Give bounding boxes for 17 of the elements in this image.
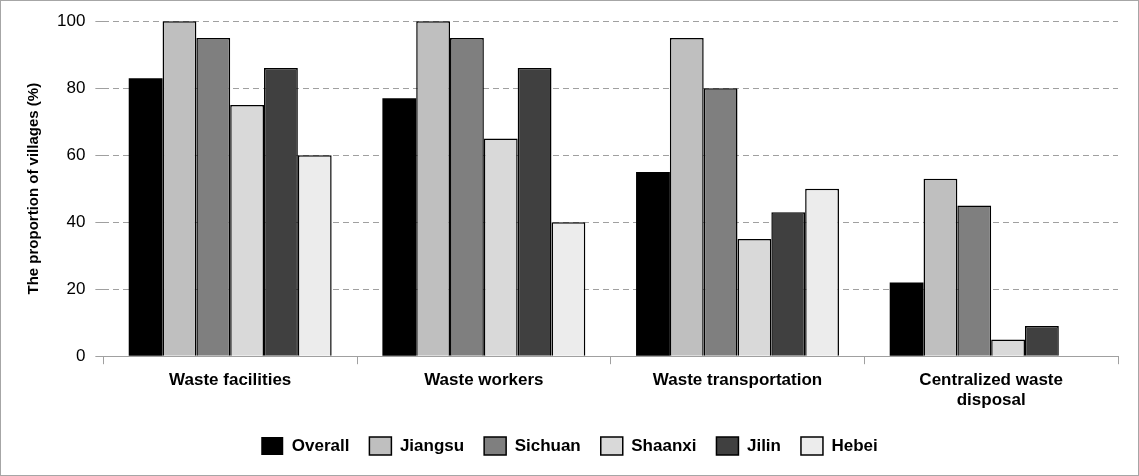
legend-label: Shaanxi <box>631 435 697 455</box>
legend-label: Jiangsu <box>399 435 465 455</box>
legend-label: Overall <box>291 435 350 455</box>
y-tick-label: 20 <box>66 278 86 298</box>
legend-label: Jilin <box>746 435 781 455</box>
x-tick-label: Waste transportation <box>652 370 823 390</box>
x-tick-label: Waste facilities <box>169 370 292 390</box>
x-tick-label: Waste workers <box>424 370 544 390</box>
legend-label: Sichuan <box>514 435 581 455</box>
y-tick-label: 100 <box>56 10 86 30</box>
x-tick-label: Centralized waste disposal <box>919 370 1063 410</box>
y-tick-label: 40 <box>66 211 86 231</box>
legend-label: Hebei <box>831 435 878 455</box>
y-axis-title: The proportion of villages (%) <box>24 82 42 295</box>
y-tick-label: 60 <box>66 144 86 164</box>
y-tick-label: 0 <box>75 345 86 365</box>
y-tick-label: 80 <box>66 77 86 97</box>
